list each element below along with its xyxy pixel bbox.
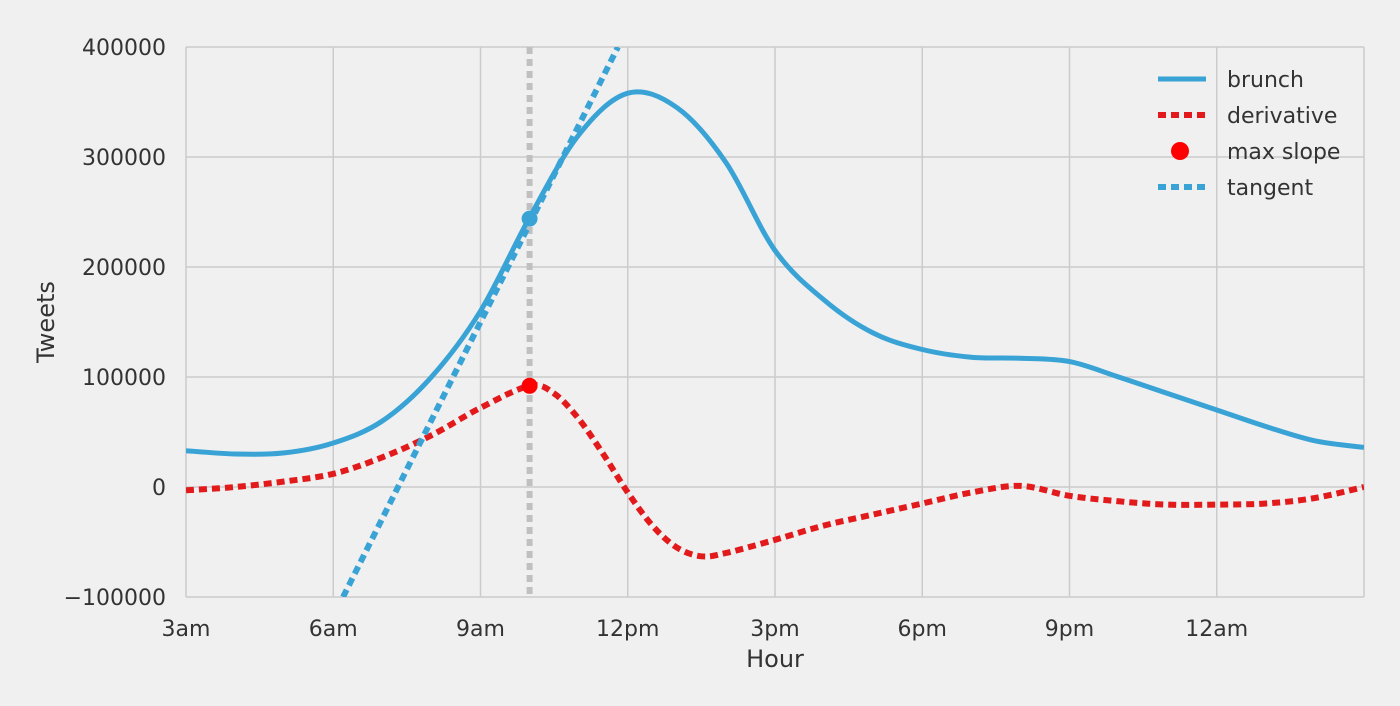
x-tick-label: 6pm [898, 617, 947, 642]
brunch-line [186, 89, 1364, 457]
y-tick-label: 0 [152, 476, 166, 501]
tangent-line [340, 47, 621, 597]
brunch-point-marker [521, 210, 538, 227]
plot-series [186, 47, 1364, 597]
y-tick-label: −100000 [64, 586, 166, 611]
y-axis-title: Tweets [32, 281, 60, 364]
plot-area [186, 47, 1364, 597]
legend-label: derivative [1227, 104, 1337, 129]
x-tick-label: 12am [1185, 617, 1248, 642]
y-tick-label: 200000 [82, 256, 166, 281]
x-axis-title: Hour [746, 645, 804, 673]
x-tick-label: 12pm [596, 617, 659, 642]
legend-label: brunch [1227, 68, 1304, 93]
x-tick-label: 3pm [750, 617, 799, 642]
x-tick-label: 9am [456, 617, 505, 642]
x-tick-label: 3am [162, 617, 211, 642]
legend: brunch derivative max slope tangent [1158, 68, 1340, 201]
legend-label: tangent [1227, 176, 1313, 201]
x-tick-label: 9pm [1045, 617, 1094, 642]
x-tick-label: 6am [309, 617, 358, 642]
tick-labels: 3am 6am 9am 12pm 3pm 6pm 9pm 12am −100000 0 100000… [64, 36, 1249, 642]
y-tick-label: 400000 [82, 36, 166, 61]
grid [185, 46, 1365, 598]
legend-label: max slope [1227, 140, 1340, 165]
y-tick-label: 300000 [82, 146, 166, 171]
y-tick-label: 100000 [82, 366, 166, 391]
max-slope-marker [521, 377, 538, 394]
legend-swatch [1171, 142, 1189, 160]
